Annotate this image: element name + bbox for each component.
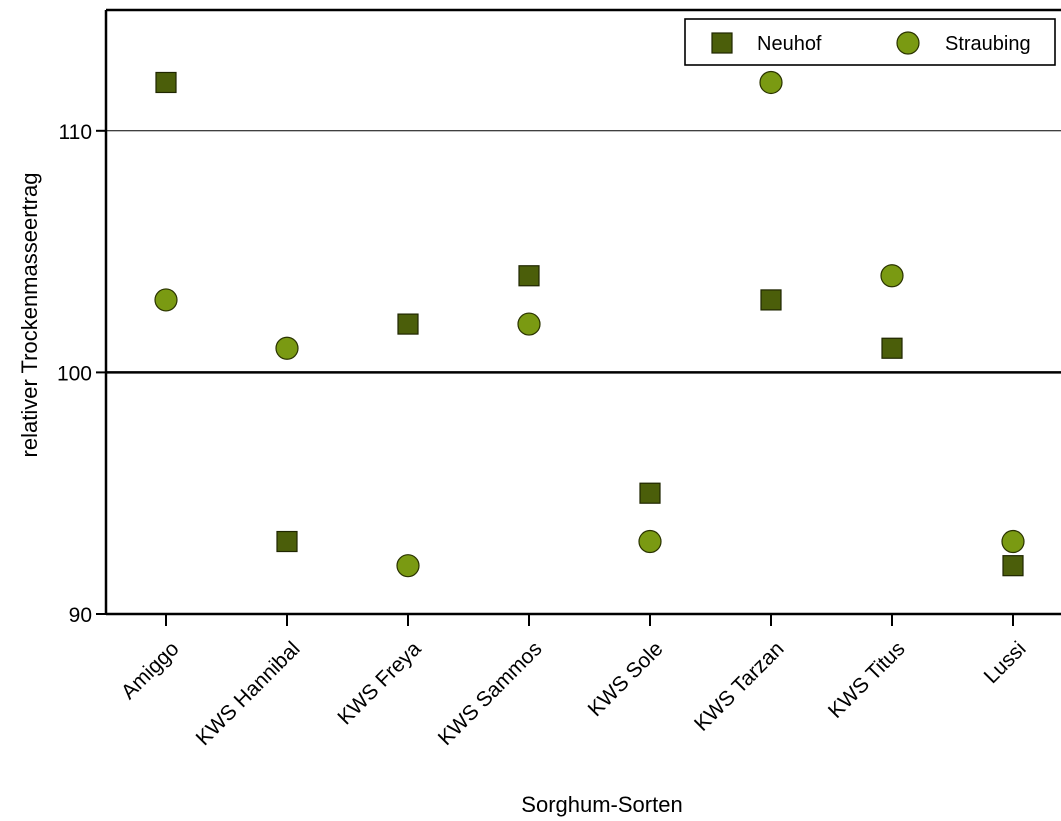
data-points xyxy=(154,70,1025,578)
x-axis-title: Sorghum-Sorten xyxy=(521,792,682,817)
point-straubing-kws-titus xyxy=(880,264,904,288)
y-axis-ticks: 90 100 110 xyxy=(57,121,106,627)
point-straubing-kws-hannibal xyxy=(275,336,299,360)
point-straubing-lussi xyxy=(1001,529,1025,554)
legend-box xyxy=(684,18,1056,66)
y-tick-label: 100 xyxy=(57,362,92,385)
point-neuhof-kws-tarzan xyxy=(760,289,782,311)
point-neuhof-kws-hannibal xyxy=(276,530,298,553)
x-tick-label-kws-titus: KWS Titus xyxy=(824,637,910,723)
y-tick-label: 90 xyxy=(69,604,92,627)
point-straubing-kws-sammos xyxy=(517,312,541,336)
legend-marker-straubing xyxy=(896,31,920,55)
x-tick-label-amiggo: Amiggo xyxy=(117,637,184,704)
point-straubing-kws-freya xyxy=(396,554,420,578)
legend-label-straubing: Straubing xyxy=(945,33,1031,55)
point-straubing-kws-tarzan xyxy=(759,70,783,95)
point-straubing-amiggo xyxy=(154,288,178,312)
legend: Neuhof Straubing xyxy=(684,18,1056,66)
x-axis-ticks: Amiggo KWS Hannibal KWS Freya KWS Sammos KWS… xyxy=(117,614,1031,750)
legend-label-neuhof: Neuhof xyxy=(757,33,822,55)
point-neuhof-lussi xyxy=(1002,555,1024,577)
x-tick-label-kws-sole: KWS Sole xyxy=(584,637,668,721)
x-tick-label-lussi: Lussi xyxy=(980,637,1031,688)
legend-marker-neuhof xyxy=(711,32,733,54)
point-straubing-kws-sole xyxy=(638,529,662,554)
point-neuhof-kws-freya xyxy=(397,313,419,335)
point-neuhof-kws-sole xyxy=(639,482,661,504)
y-tick-label: 110 xyxy=(59,121,92,144)
grid-lines xyxy=(106,130,1061,374)
x-tick-label-kws-tarzan: KWS Tarzan xyxy=(690,637,789,736)
x-tick-label-kws-hannibal: KWS Hannibal xyxy=(192,637,305,750)
x-tick-label-kws-freya: KWS Freya xyxy=(333,637,425,729)
point-neuhof-amiggo xyxy=(155,71,177,94)
point-neuhof-kws-sammos xyxy=(518,265,540,287)
point-neuhof-kws-titus xyxy=(881,337,903,359)
x-tick-label-kws-sammos: KWS Sammos xyxy=(434,637,547,750)
y-axis-title: relativer Trockenmasseertrag xyxy=(17,173,42,458)
